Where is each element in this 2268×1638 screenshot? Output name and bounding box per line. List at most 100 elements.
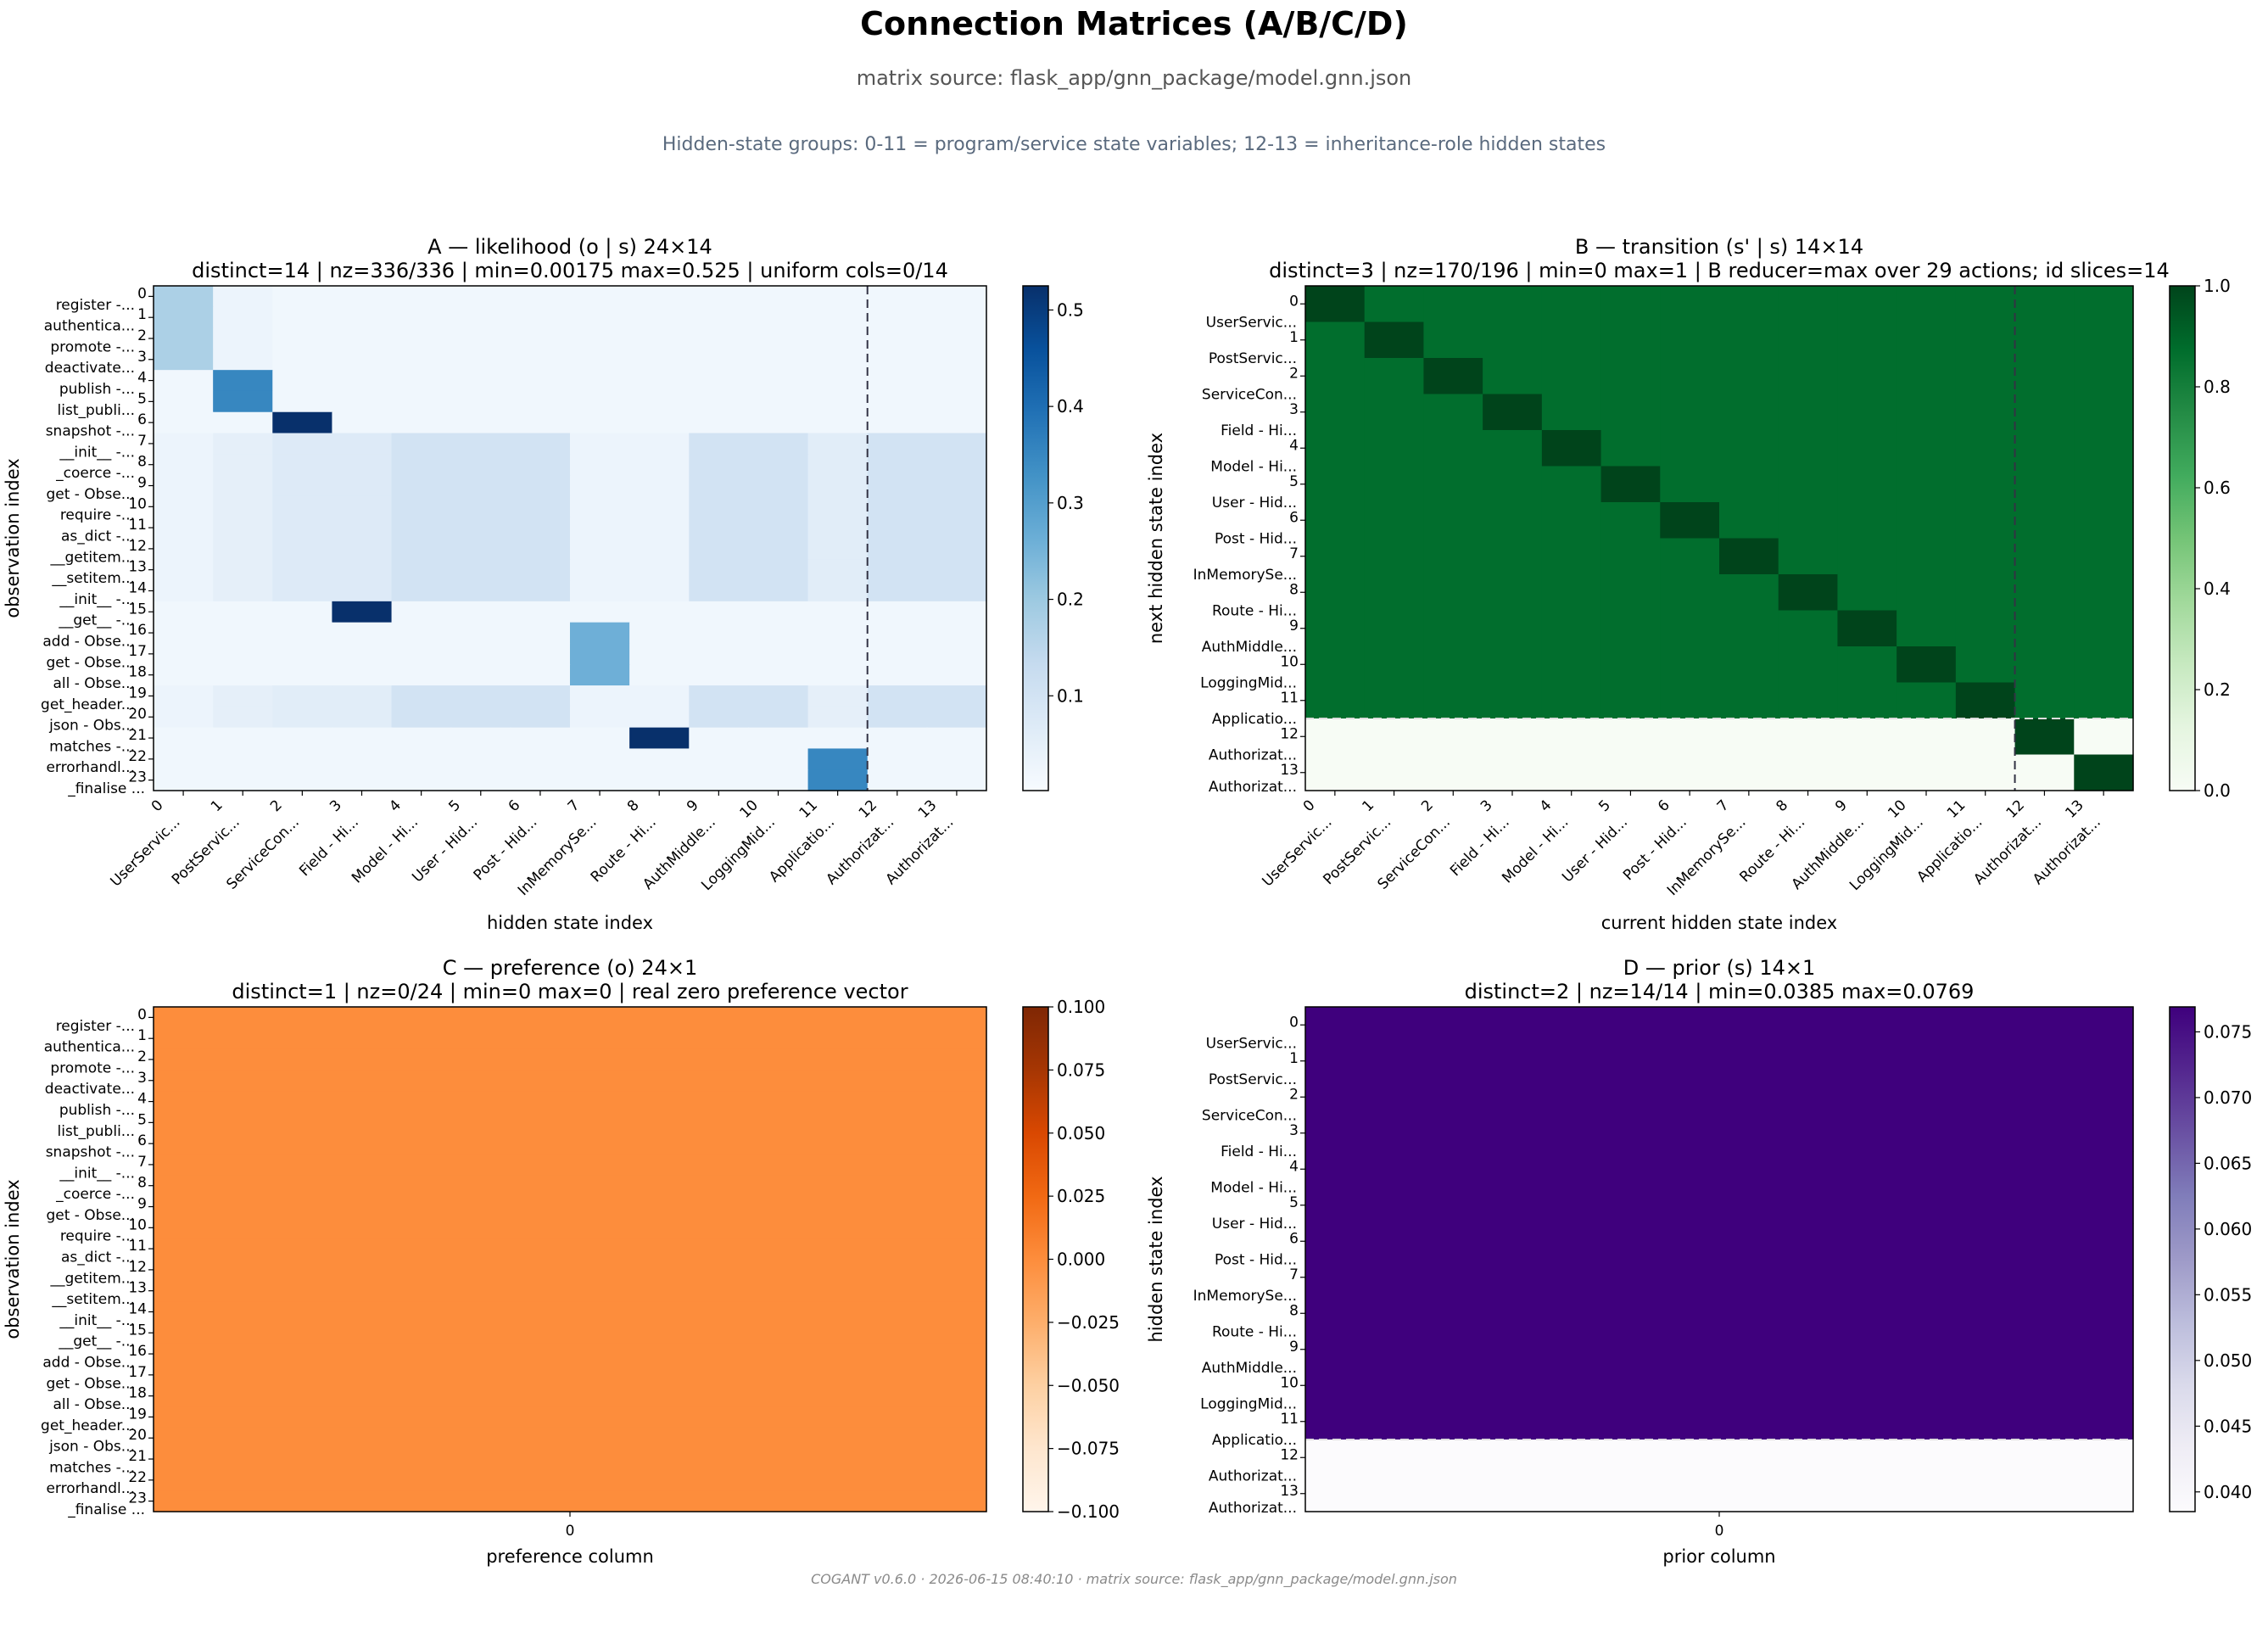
- x-tick-label: 12: [856, 797, 880, 821]
- heatmap-cell-b: [1483, 682, 1543, 719]
- y-tick-name: __get__ -...: [58, 612, 135, 629]
- heatmap-cell-b: [1660, 574, 1720, 612]
- heatmap-cell-c: [154, 1007, 987, 1029]
- heatmap-cell-a: [272, 370, 333, 392]
- heatmap-cell-a: [154, 538, 214, 560]
- heatmap-cell-a: [391, 727, 452, 750]
- heatmap-cell-a: [272, 390, 333, 413]
- y-tick-name: ServiceCon...: [1202, 1108, 1297, 1125]
- heatmap-cell-b: [1423, 610, 1483, 647]
- heatmap-cell-b: [1600, 358, 1661, 395]
- y-tick-label: 13: [1280, 1483, 1299, 1500]
- heatmap-cell-b: [1778, 646, 1839, 684]
- heatmap-cell-a: [570, 559, 630, 581]
- y-tick-name: authentica...: [44, 1039, 135, 1056]
- y-tick-label: 0: [1289, 1014, 1299, 1031]
- heatmap-cell-a: [629, 327, 690, 349]
- heatmap-cell-b: [2074, 718, 2134, 756]
- heatmap-cell-a: [272, 411, 333, 434]
- heatmap-cell-a: [450, 411, 511, 434]
- heatmap-cell-b: [1305, 321, 1366, 359]
- x-tick-label: 10: [737, 797, 762, 821]
- heatmap-cell-b: [1719, 394, 1779, 431]
- heatmap-cell-d: [1305, 1331, 2134, 1368]
- heatmap-cell-a: [213, 454, 273, 476]
- y-tick-name: Route - Hi...: [1212, 603, 1297, 620]
- heatmap-cell-a: [272, 559, 333, 581]
- colorbar-tick-label: −0.100: [1057, 1501, 1120, 1522]
- heatmap-cell-b: [1955, 538, 2016, 575]
- heatmap-cell-b: [1423, 538, 1483, 575]
- y-tick-label: 2: [137, 1048, 147, 1065]
- x-tick-label: 13: [2062, 797, 2086, 821]
- heatmap-cell-a: [748, 454, 809, 476]
- y-tick-label: 19: [128, 685, 147, 702]
- heatmap-cell-a: [213, 306, 273, 329]
- y-tick-name: as_dict -...: [61, 1249, 135, 1266]
- y-tick-label: 8: [137, 454, 147, 471]
- heatmap-cell-a: [807, 306, 869, 329]
- colorbar-tick-label: 0.045: [2204, 1416, 2252, 1436]
- colorbar-tick-label: 0.050: [1057, 1123, 1105, 1143]
- heatmap-cell-a: [807, 643, 869, 665]
- heatmap-cell-b: [1660, 682, 1720, 719]
- heatmap-cell-a: [926, 664, 987, 686]
- heatmap-cell-b: [2014, 286, 2075, 323]
- heatmap-cell-b: [1660, 358, 1720, 395]
- heatmap-cell-b: [2014, 358, 2075, 395]
- y-tick-label: 12: [128, 538, 147, 555]
- y-tick-label: 5: [137, 390, 147, 407]
- x-tick-label: 4: [1537, 797, 1556, 815]
- heatmap-cell-a: [629, 706, 690, 729]
- heatmap-cell-b: [1897, 466, 1957, 503]
- colorbar-tick-label: 0.025: [1057, 1186, 1105, 1206]
- heatmap-cell-b: [1423, 682, 1483, 719]
- heatmap-cell-a: [332, 411, 393, 434]
- heatmap-cell-a: [510, 433, 571, 455]
- heatmap-cell-b: [1660, 430, 1720, 467]
- heatmap-cell-a: [391, 706, 452, 729]
- heatmap-cell-a: [629, 495, 690, 518]
- heatmap-cell-a: [450, 433, 511, 455]
- y-tick-label: 7: [137, 1154, 147, 1171]
- heatmap-cell-a: [867, 601, 928, 623]
- heatmap-cell-b: [1955, 610, 2016, 647]
- heatmap-cell-a: [391, 495, 452, 518]
- y-tick-name: get - Obse...: [46, 1375, 135, 1392]
- heatmap-cell-d: [1305, 1151, 2134, 1188]
- y-tick-label: 1: [1289, 1050, 1299, 1067]
- heatmap-cell-a: [926, 643, 987, 665]
- heatmap-cell-a: [450, 286, 511, 308]
- heatmap-cell-a: [570, 370, 630, 392]
- y-tick-label: 15: [128, 601, 147, 618]
- heatmap-cell-c: [154, 1490, 987, 1512]
- heatmap-cell-a: [570, 306, 630, 329]
- heatmap-cell-b: [2014, 646, 2075, 684]
- heatmap-cell-b: [1837, 646, 1897, 684]
- heatmap-cell-b: [1600, 682, 1661, 719]
- y-tick-name: __init__ -...: [59, 444, 135, 461]
- heatmap-cell-b: [1778, 394, 1839, 431]
- heatmap-cell-a: [391, 370, 452, 392]
- heatmap-cell-a: [332, 727, 393, 750]
- heatmap-cell-d: [1305, 1475, 2134, 1512]
- x-axis-label-c: preference column: [486, 1546, 654, 1567]
- heatmap-cell-a: [807, 748, 869, 770]
- heatmap-cell-b: [1719, 286, 1779, 323]
- heatmap-cell-a: [391, 454, 452, 476]
- heatmap-cell-a: [807, 390, 869, 413]
- heatmap-cell-a: [807, 286, 869, 308]
- heatmap-cell-b: [1719, 754, 1779, 791]
- heatmap-cell-a: [213, 727, 273, 750]
- heatmap-cell-a: [629, 370, 690, 392]
- heatmap-cell-b: [2014, 321, 2075, 359]
- x-tick-label: 0: [1715, 1523, 1724, 1540]
- y-tick-label: 6: [137, 1132, 147, 1149]
- heatmap-cell-b: [1897, 321, 1957, 359]
- y-tick-name: UserServic...: [1206, 315, 1297, 332]
- heatmap-cell-b: [1423, 286, 1483, 323]
- heatmap-cell-b: [1364, 682, 1425, 719]
- heatmap-cell-c: [154, 1385, 987, 1407]
- heatmap-cell-b: [1955, 718, 2016, 756]
- y-tick-label: 7: [137, 433, 147, 450]
